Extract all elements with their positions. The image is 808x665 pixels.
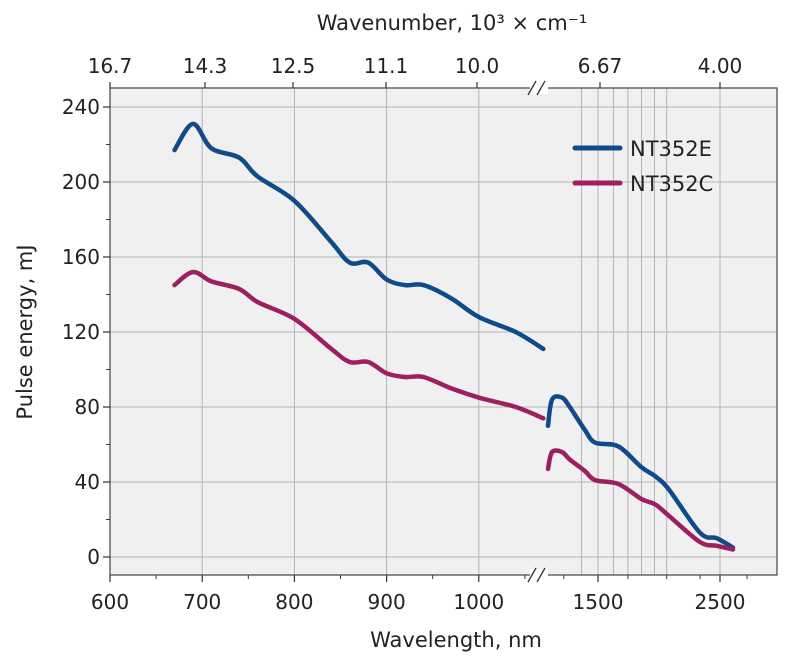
x2-tick-label: 14.3 bbox=[183, 54, 228, 78]
axis-break-mark bbox=[527, 80, 537, 96]
y-axis-title: Pulse energy, mJ bbox=[13, 244, 37, 419]
y-tick-label: 40 bbox=[75, 470, 100, 494]
axis-break-mark bbox=[536, 80, 546, 96]
x-tick-label: 800 bbox=[275, 590, 313, 614]
y-tick-label: 200 bbox=[62, 170, 100, 194]
y-tick-label: 120 bbox=[62, 320, 100, 344]
x-tick-label: 1000 bbox=[453, 590, 504, 614]
x2-tick-label: 10.0 bbox=[455, 54, 500, 78]
x2-tick-label: 4.00 bbox=[698, 54, 743, 78]
x-tick-label: 900 bbox=[368, 590, 406, 614]
axis-break-mark bbox=[536, 567, 546, 583]
tick-layer: 0 40 80 120 160 200 240 600 700 800 900 1000 1500 250… bbox=[62, 54, 748, 614]
axis-break-gap bbox=[530, 82, 548, 94]
legend: NT352E NT352C bbox=[572, 137, 713, 196]
y-tick-label: 0 bbox=[87, 545, 100, 569]
x2-tick-label: 16.7 bbox=[88, 54, 133, 78]
axis-break-mark bbox=[527, 567, 537, 583]
x2-tick-label: 12.5 bbox=[271, 54, 316, 78]
x-tick-label: 2500 bbox=[695, 590, 746, 614]
x-tick-label: 700 bbox=[183, 590, 221, 614]
axis-break-gap bbox=[530, 569, 548, 581]
x-axis-title: Wavelength, nm bbox=[370, 628, 542, 652]
series-line-nt352c-right bbox=[545, 448, 736, 552]
x2-tick-label: 11.1 bbox=[364, 54, 409, 78]
series-line-nt352e-right bbox=[545, 394, 736, 550]
series-layer bbox=[172, 121, 736, 552]
x-tick-label: 1500 bbox=[573, 590, 624, 614]
legend-label-nt352e: NT352E bbox=[630, 137, 712, 161]
x-tick-label: 600 bbox=[91, 590, 129, 614]
y-tick-label: 80 bbox=[75, 395, 100, 419]
x2-tick-label: 6.67 bbox=[578, 54, 623, 78]
series-line-nt352c-left bbox=[172, 269, 546, 421]
y-tick-label: 160 bbox=[62, 245, 100, 269]
series-line-nt352e-left bbox=[172, 121, 546, 352]
y-tick-label: 240 bbox=[62, 95, 100, 119]
x2-axis-title: Wavenumber, 10³ × cm⁻¹ bbox=[317, 11, 588, 35]
legend-label-nt352c: NT352C bbox=[630, 172, 713, 196]
